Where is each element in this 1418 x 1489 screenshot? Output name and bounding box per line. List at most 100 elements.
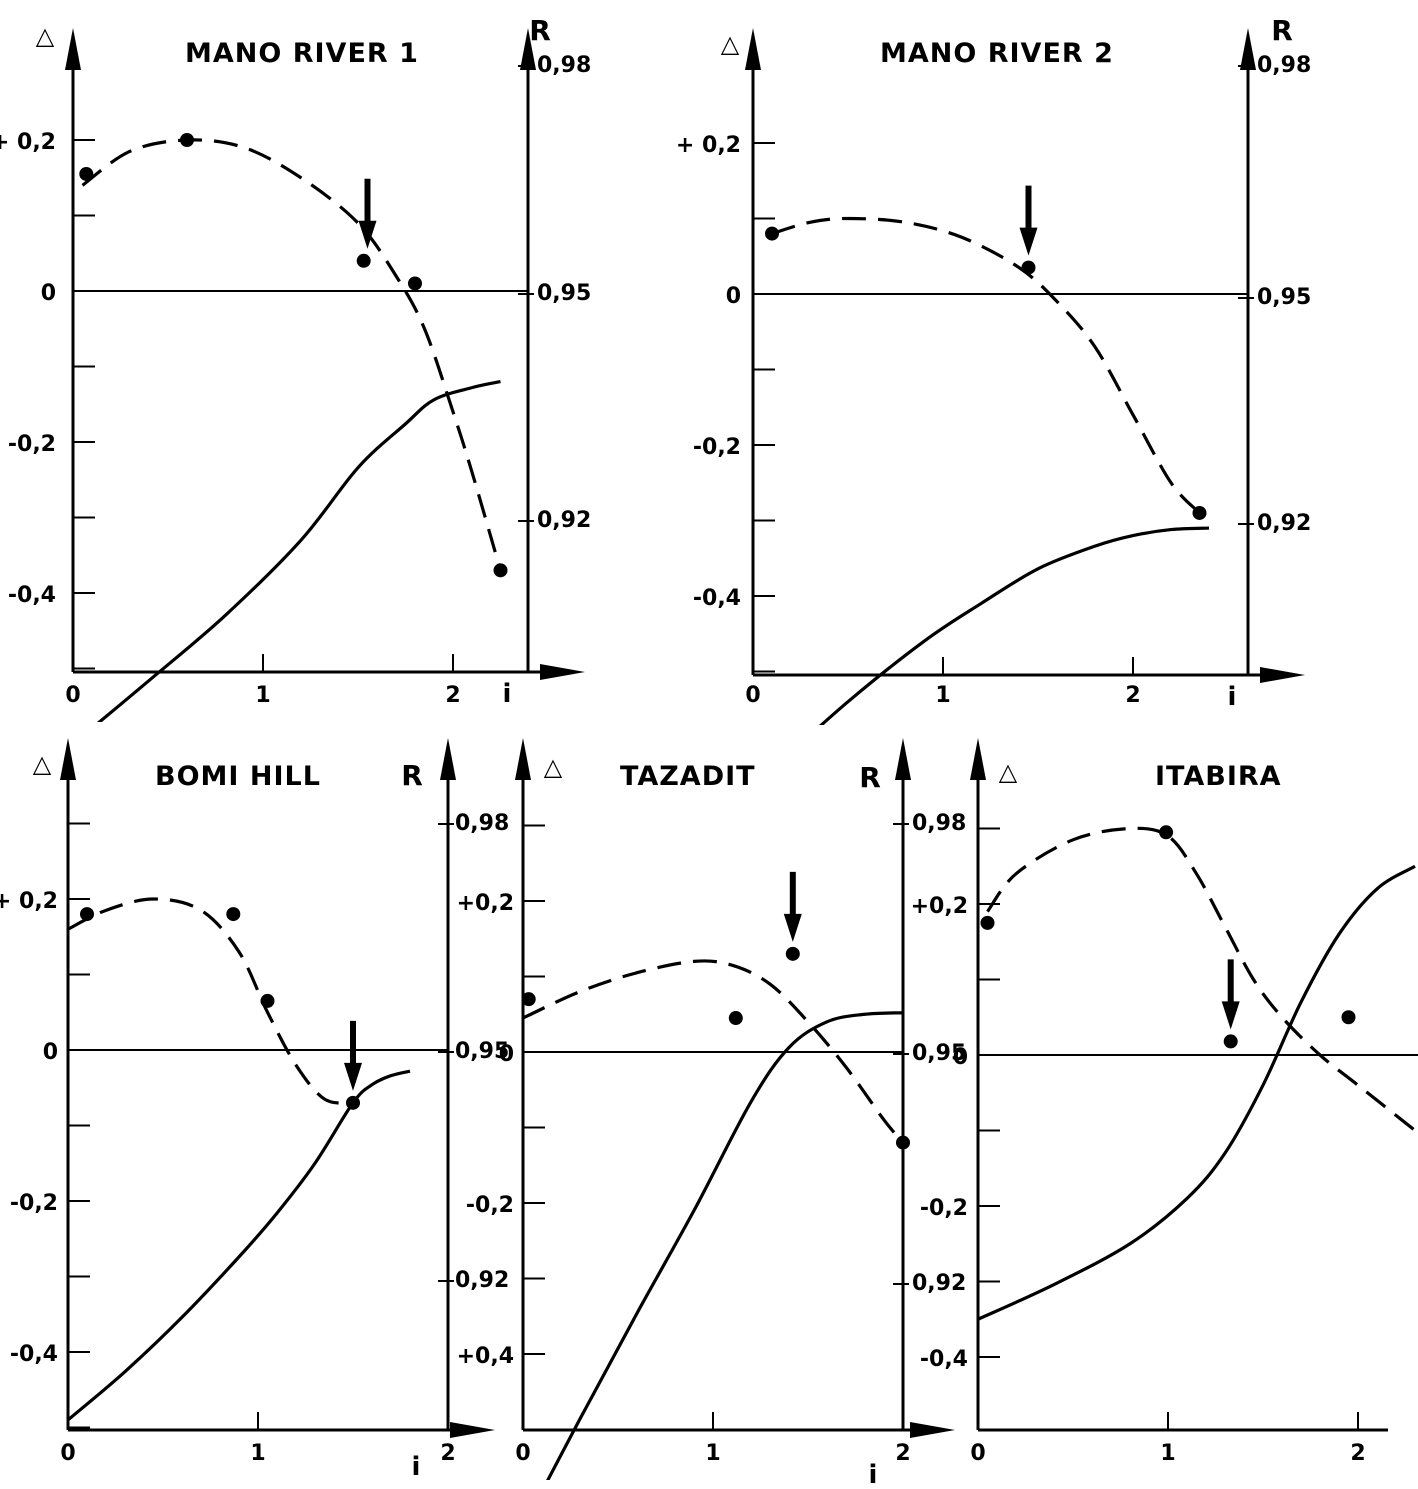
- data-point: [1192, 505, 1207, 520]
- y-tick-label: -0,2: [8, 432, 56, 457]
- y-tick-label: + 0,2: [0, 130, 56, 155]
- y-axis-arrow-icon: [515, 738, 531, 780]
- r-tick-label: 0,95: [1257, 285, 1311, 310]
- x-tick-label: 0: [970, 1441, 985, 1466]
- y-tick-label: 0: [726, 284, 741, 309]
- r-axis-label: R: [1271, 14, 1293, 47]
- x-axis-arrow-icon: [450, 1422, 495, 1438]
- data-point: [1021, 260, 1036, 275]
- chart-panel-3: + 0,2 0 -0,2 -0,4 0,98 0,95 0,92 0 1 2 BOMI HILL △ R…: [0, 738, 509, 1482]
- x-axis-label: i: [1228, 682, 1237, 712]
- r-axis-label: R: [401, 759, 423, 792]
- y-tick-label: -0,2: [466, 1193, 514, 1218]
- x-tick-label: 1: [935, 683, 950, 708]
- x-tick-label: 0: [60, 1441, 75, 1466]
- x-tick-label: 0: [745, 683, 760, 708]
- y-axis-arrow-icon: [745, 28, 761, 70]
- x-axis-arrow-icon: [540, 664, 585, 680]
- delta-series-dashed: [81, 138, 503, 571]
- x-tick-label: 2: [895, 1441, 910, 1466]
- x-axis-arrow-icon: [1260, 667, 1305, 683]
- data-point: [260, 993, 275, 1008]
- y-tick-label: -0,4: [10, 1342, 58, 1367]
- y-tick-label: -0,4: [8, 583, 56, 608]
- y-tick-label: -0,4: [693, 586, 741, 611]
- delta-axis-label: △: [36, 22, 55, 50]
- r-series-solid: [818, 526, 1210, 725]
- delta-axis-label: △: [544, 753, 563, 781]
- r-axis-arrow-icon: [1240, 28, 1256, 70]
- x-tick-label: 2: [440, 1441, 455, 1466]
- r-tick-label: 0,98: [455, 811, 509, 836]
- r-axis-arrow-icon: [440, 738, 456, 780]
- r-tick-label: 0,95: [455, 1039, 509, 1064]
- y-tick-label: 0: [43, 1040, 58, 1065]
- r-tick-label: 0,98: [1257, 53, 1311, 78]
- marker-arrow-icon: [783, 913, 802, 942]
- r-axis-arrow-icon: [895, 738, 911, 780]
- chart-panel-1: + 0,2 0 -0,2 -0,4 0,98 0,95 0,92 0 1 2 MANO RIVER …: [0, 14, 591, 722]
- x-tick-label: 1: [705, 1441, 720, 1466]
- chart-title: BOMI HILL: [155, 761, 321, 792]
- y-axis-arrow-icon: [970, 738, 986, 780]
- data-point: [785, 946, 800, 961]
- data-point: [226, 907, 241, 922]
- y-tick-label: -0,2: [10, 1191, 58, 1216]
- y-tick-label: -0,2: [920, 1196, 968, 1221]
- r-axis-arrow-icon: [520, 28, 536, 70]
- delta-axis-label: △: [721, 30, 740, 58]
- delta-axis-label: △: [33, 750, 52, 778]
- r-tick-label: 0,98: [912, 811, 966, 836]
- data-point: [896, 1135, 910, 1150]
- delta-series-dashed: [986, 826, 1416, 1132]
- x-axis-label: i: [503, 679, 512, 709]
- marker-arrow-icon: [358, 220, 377, 249]
- y-tick-label: + 0,2: [676, 133, 741, 158]
- x-axis-label: i: [869, 1460, 878, 1489]
- r-series-solid: [96, 380, 501, 722]
- x-tick-label: 0: [515, 1441, 530, 1466]
- y-tick-label: +0,4: [457, 1344, 514, 1369]
- x-tick-label: 1: [1160, 1441, 1175, 1466]
- data-point: [408, 276, 422, 291]
- y-axis-arrow-icon: [65, 28, 81, 70]
- chart-title: ITABIRA: [1155, 761, 1282, 792]
- r-tick-label: 0,92: [455, 1268, 509, 1293]
- x-tick-label: 1: [250, 1441, 265, 1466]
- y-tick-label: +0,2: [457, 891, 514, 916]
- data-point: [1223, 1034, 1238, 1049]
- r-series-solid: [977, 864, 1416, 1321]
- data-point: [980, 915, 995, 930]
- chart-panel-5: +0,2 0 -0,2 -0,4 0 1 2 ITABIRA △: [911, 738, 1418, 1466]
- r-series-solid: [66, 1069, 411, 1422]
- data-point: [356, 253, 371, 268]
- data-point: [1341, 1010, 1356, 1025]
- y-tick-label: -0,2: [693, 435, 741, 460]
- y-tick-label: 0: [953, 1045, 968, 1070]
- delta-series-dashed: [522, 959, 905, 1144]
- data-point: [180, 133, 194, 147]
- data-point: [80, 907, 94, 922]
- chart-title: TAZADIT: [620, 761, 756, 792]
- r-axis-label: R: [529, 14, 551, 47]
- r-axis-label: R: [859, 761, 881, 794]
- y-tick-label: -0,4: [920, 1347, 968, 1372]
- x-axis-label: i: [412, 1452, 421, 1482]
- data-point: [1159, 825, 1174, 840]
- delta-series-dashed: [771, 216, 1201, 515]
- data-point: [346, 1095, 360, 1110]
- chart-title: MANO RIVER 1: [185, 38, 419, 69]
- y-tick-label: +0,2: [911, 894, 968, 919]
- r-tick-label: 0,95: [537, 281, 591, 306]
- y-tick-label: 0: [499, 1042, 514, 1067]
- x-tick-label: 2: [1125, 683, 1140, 708]
- r-tick-label: 0,92: [912, 1271, 966, 1296]
- chart-title: MANO RIVER 2: [880, 38, 1114, 69]
- chart-panel-4: +0,2 0 -0,2 +0,4 0,98 0,95 0,92 0 1 2 TAZADIT △ Ri: [457, 738, 966, 1489]
- data-point: [493, 563, 508, 578]
- data-point: [79, 166, 94, 181]
- marker-arrow-icon: [1221, 1001, 1240, 1030]
- data-point: [521, 992, 536, 1007]
- marker-arrow-icon: [1019, 227, 1038, 256]
